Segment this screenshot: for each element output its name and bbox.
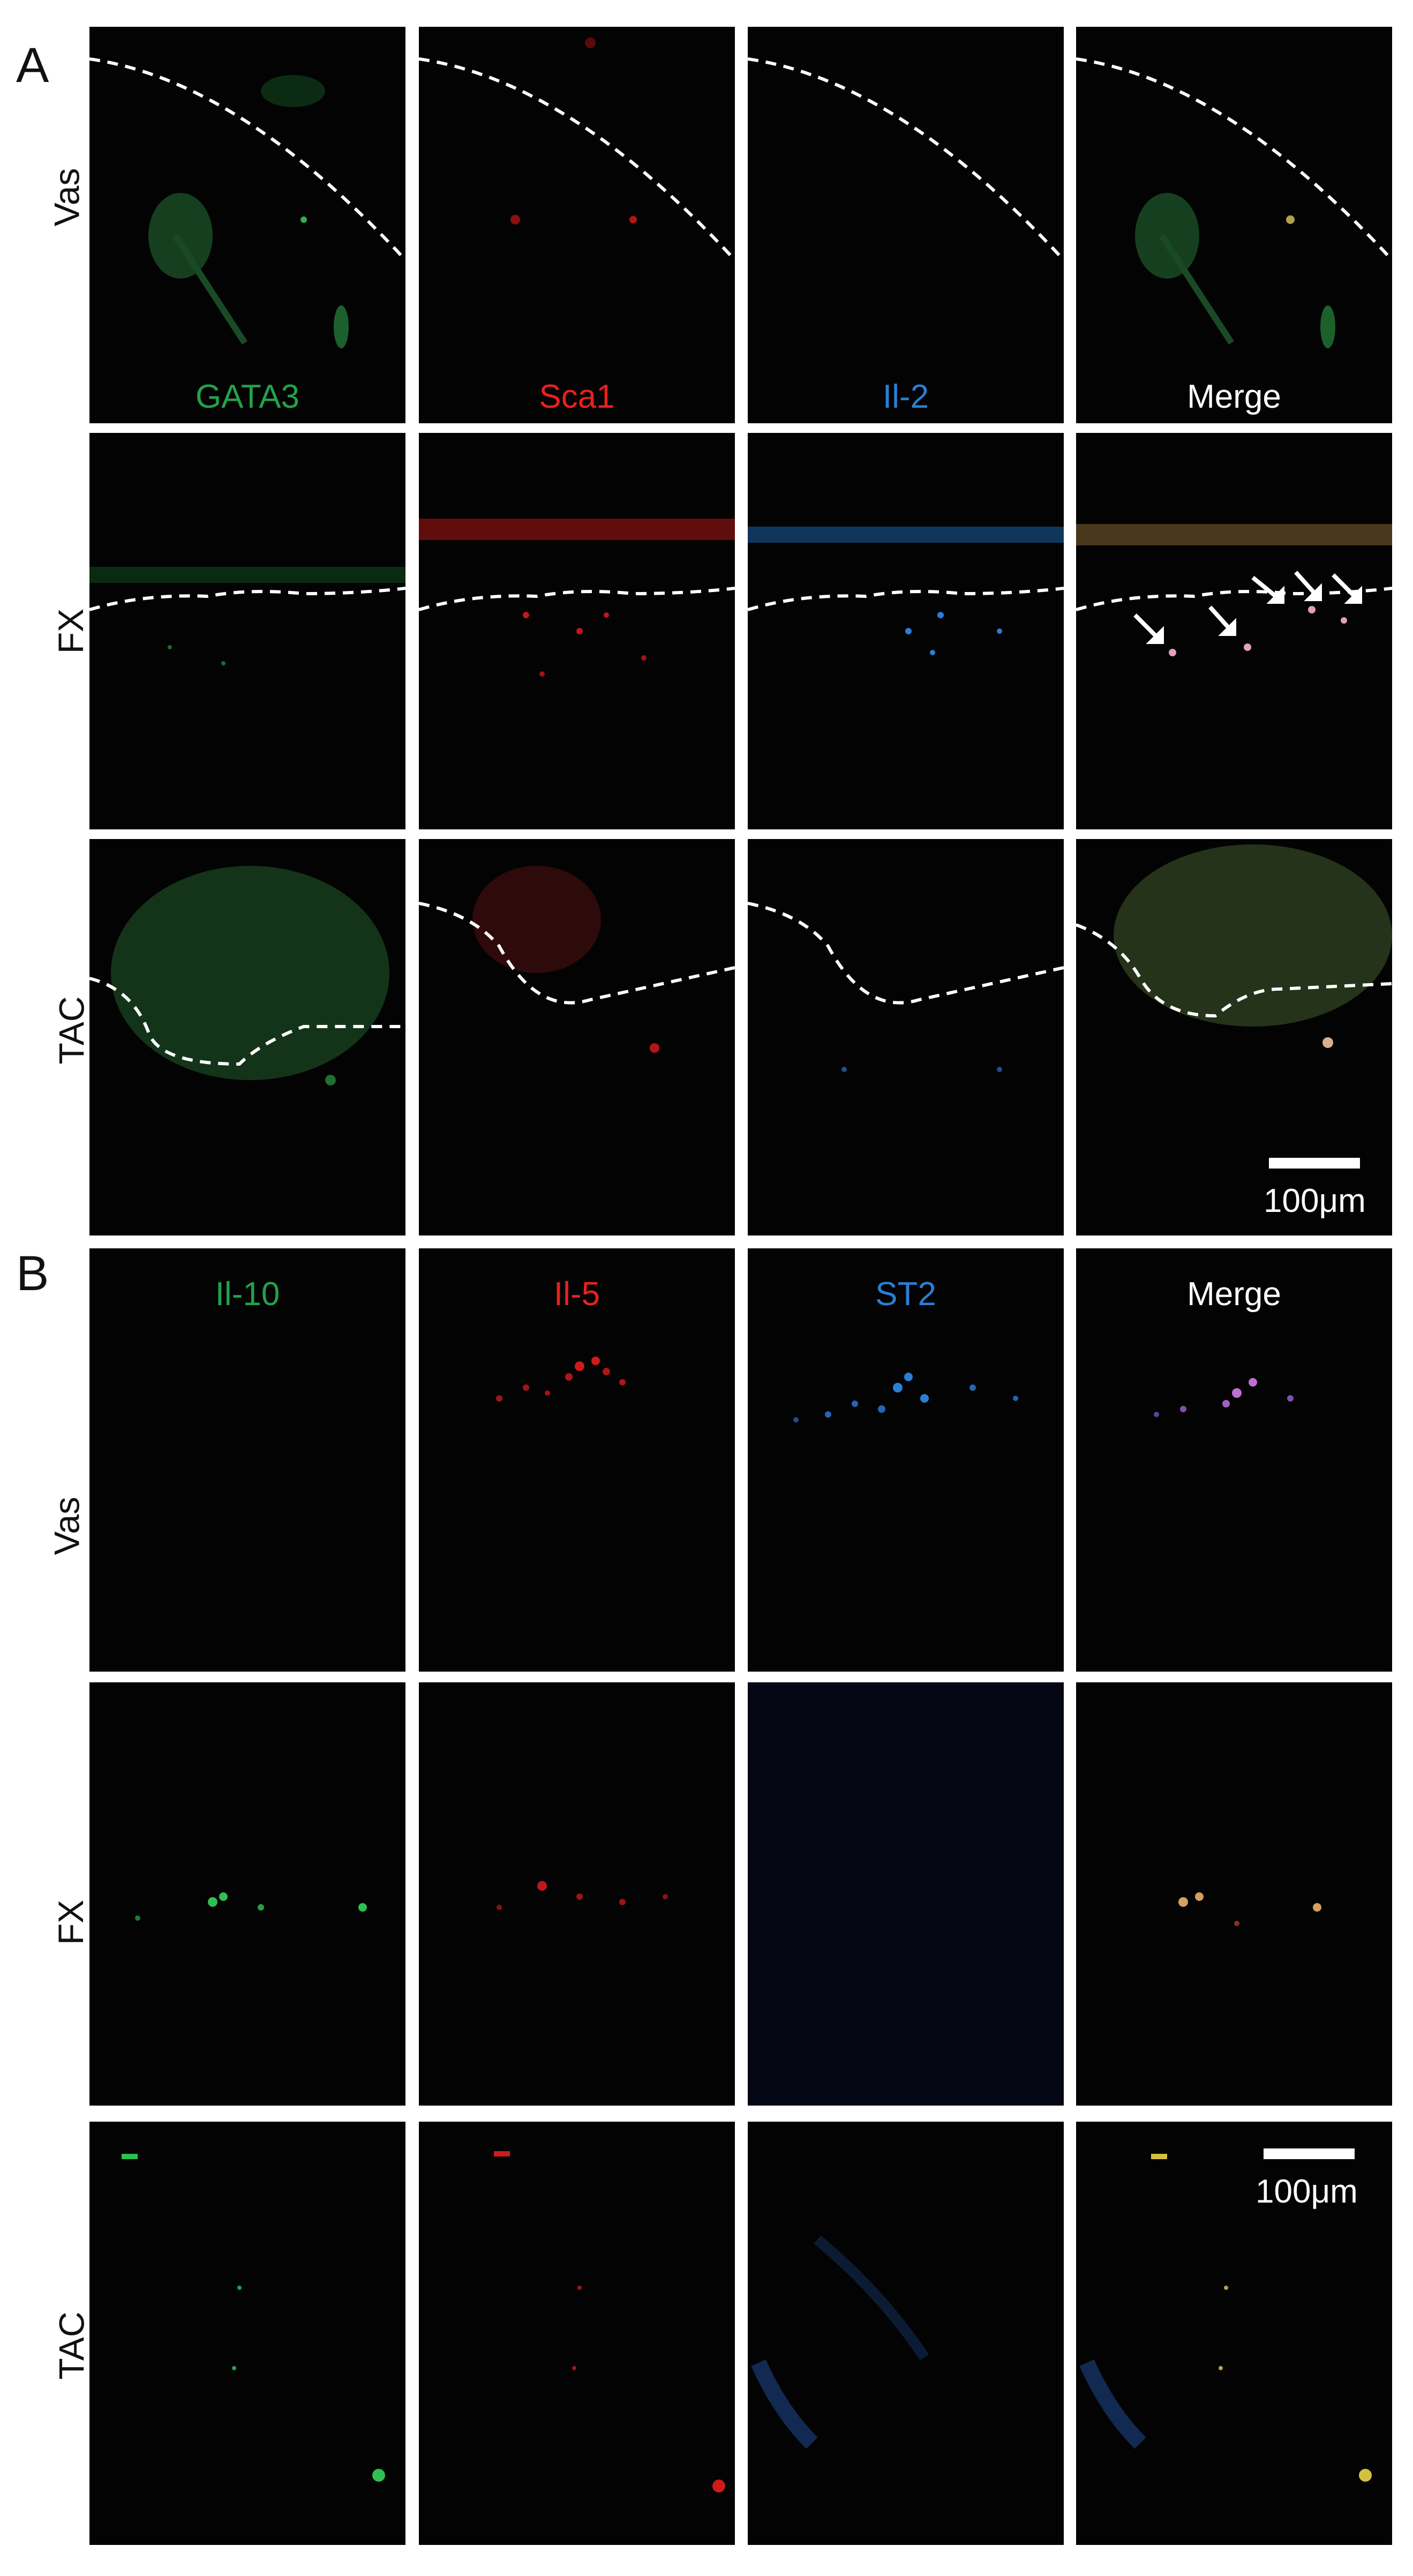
panel-letter-a: A xyxy=(16,38,49,93)
micrograph-b-fx-st2 xyxy=(748,1682,1064,2106)
image-tile-b-vas-merge: Merge xyxy=(1076,1248,1392,1672)
panel-letter-b: B xyxy=(16,1246,49,1301)
micrograph-a-vas-merge xyxy=(1076,57,1391,348)
arrow-icon xyxy=(1133,571,1362,644)
image-tile-b-vas-il5: Il-5 xyxy=(419,1248,735,1672)
micrograph-b-tac-st2 xyxy=(751,2235,929,2449)
micrograph-a-vas-gata3 xyxy=(89,57,404,348)
micrograph-a-fx-il2 xyxy=(748,527,1064,655)
row-label-b-tac: TAC xyxy=(51,2311,92,2380)
image-tile-b-tac-il5 xyxy=(419,2122,735,2545)
micrograph-b-fx-il5 xyxy=(497,1881,668,1910)
scale-label-b: 100μm xyxy=(1256,2173,1358,2210)
image-tile-b-tac-merge: 100μm xyxy=(1076,2122,1392,2545)
channel-label-merge-a: Merge xyxy=(1187,378,1281,415)
micrograph-a-tac-merge xyxy=(1076,844,1392,1048)
scale-label-a: 100μm xyxy=(1264,1182,1366,1219)
image-tile-a-tac-gata3 xyxy=(89,839,405,1235)
image-tile-b-fx-st2 xyxy=(748,1682,1064,2106)
channel-label-sca1: Sca1 xyxy=(539,378,615,415)
channel-label-il5: Il-5 xyxy=(553,1276,600,1313)
micrograph-b-tac-il10 xyxy=(122,2154,385,2482)
image-tile-a-tac-il2 xyxy=(748,839,1064,1235)
image-tile-a-fx-gata3 xyxy=(89,433,405,829)
image-tile-a-vas-gata3: GATA3 xyxy=(89,27,405,423)
image-tile-b-vas-st2: ST2 xyxy=(748,1248,1064,1672)
row-label-b-fx: FX xyxy=(51,1899,91,1945)
micrograph-b-tac-il5 xyxy=(494,2151,725,2492)
channel-label-il2: Il-2 xyxy=(882,378,929,415)
micrograph-a-tac-gata3 xyxy=(89,866,405,1085)
image-tile-b-tac-st2 xyxy=(748,2122,1064,2545)
image-tile-a-fx-merge xyxy=(1076,433,1392,829)
micrograph-b-vas-merge xyxy=(1154,1378,1294,1417)
row-label-a-vas: Vas xyxy=(47,168,87,227)
micrograph-a-vas-il2 xyxy=(748,57,1063,259)
micrograph-b-fx-il10 xyxy=(135,1892,367,1921)
scale-bar-b xyxy=(1264,2148,1355,2159)
image-tile-b-fx-il10 xyxy=(89,1682,405,2106)
row-label-b-vas: Vas xyxy=(47,1496,87,1555)
image-tile-a-fx-il2 xyxy=(748,433,1064,829)
image-tile-b-vas-il10: Il-10 xyxy=(89,1248,405,1672)
scale-bar-a xyxy=(1269,1158,1360,1169)
micrograph-a-tac-il2 xyxy=(748,902,1064,1072)
image-tile-b-fx-merge xyxy=(1076,1682,1392,2106)
image-tile-a-vas-sca1: Sca1 xyxy=(419,27,735,423)
micrograph-a-vas-sca1 xyxy=(419,38,734,259)
image-tile-a-tac-merge: 100μm xyxy=(1076,839,1392,1235)
micrograph-b-fx-merge xyxy=(1178,1892,1321,1926)
image-tile-b-tac-il10 xyxy=(89,2122,405,2545)
channel-label-st2: ST2 xyxy=(875,1276,936,1313)
row-label-a-fx: FX xyxy=(51,608,91,654)
channel-label-gata3: GATA3 xyxy=(195,378,300,415)
image-tile-b-fx-il5 xyxy=(419,1682,735,2106)
micrograph-a-fx-sca1 xyxy=(419,519,735,677)
micrograph-b-tac-merge xyxy=(1079,2154,1372,2482)
micrograph-b-vas-il5 xyxy=(496,1357,626,1402)
micrograph-b-vas-st2 xyxy=(793,1373,1018,1422)
micrograph-a-fx-merge xyxy=(1076,524,1392,656)
row-label-a-tac: TAC xyxy=(51,996,92,1065)
image-tile-a-tac-sca1 xyxy=(419,839,735,1235)
image-tile-a-vas-merge: Merge xyxy=(1076,27,1392,423)
micrograph-a-fx-gata3 xyxy=(89,567,405,665)
image-tile-a-vas-il2: Il-2 xyxy=(748,27,1064,423)
micrograph-a-tac-sca1 xyxy=(419,866,735,1053)
image-tile-a-fx-sca1 xyxy=(419,433,735,829)
channel-label-il10: Il-10 xyxy=(215,1276,280,1313)
channel-label-merge-b: Merge xyxy=(1187,1276,1281,1313)
